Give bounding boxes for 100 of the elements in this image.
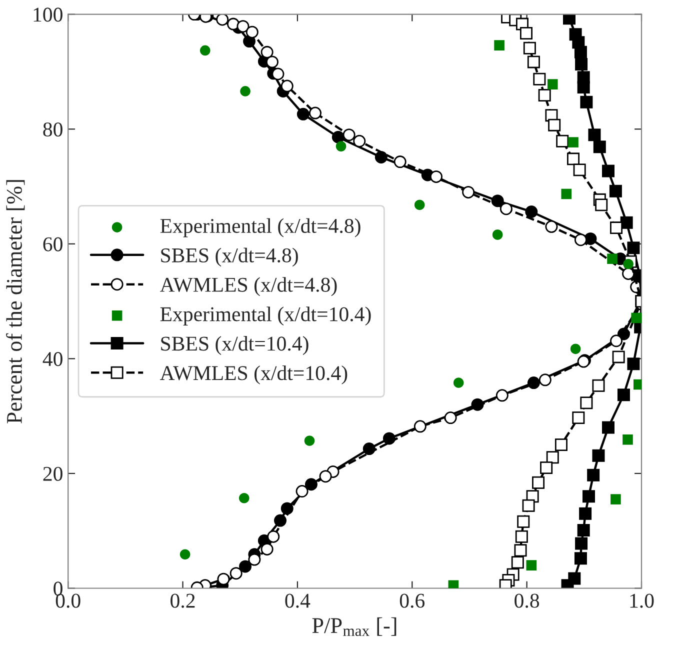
point: [610, 222, 623, 234]
point: [561, 188, 572, 200]
point: [556, 134, 569, 148]
point: [595, 198, 608, 212]
point: [492, 230, 503, 240]
point: [200, 45, 210, 56]
point: [554, 438, 568, 452]
point: [592, 449, 605, 462]
point: [414, 420, 426, 433]
point: [496, 389, 508, 402]
point: [627, 358, 640, 370]
point: [548, 118, 561, 132]
point: [620, 216, 633, 229]
point: [494, 40, 504, 50]
point: [631, 312, 642, 324]
point: [523, 42, 536, 54]
point: [236, 20, 250, 33]
point: [246, 26, 258, 38]
point: [527, 56, 540, 68]
y-axis-title: Percent of the diameter [%]: [6, 180, 25, 424]
point: [238, 492, 250, 504]
point: [394, 156, 406, 168]
point: [580, 96, 593, 108]
x-tick-label: 0.4: [285, 594, 310, 608]
point: [580, 396, 593, 410]
point: [579, 507, 592, 520]
point: [520, 26, 532, 40]
x-tick-label: 0.8: [514, 594, 540, 608]
point: [216, 14, 229, 26]
point: [296, 108, 310, 120]
point: [574, 46, 587, 58]
point: [610, 494, 621, 504]
y-tick-label: 0: [54, 582, 62, 596]
point: [453, 378, 464, 388]
point: [336, 141, 346, 152]
y-tick-label: 60: [43, 237, 62, 252]
point: [572, 412, 585, 424]
point: [522, 499, 535, 512]
y-tick-label: 20: [43, 466, 62, 481]
point: [609, 184, 622, 198]
y-tick-label: 80: [43, 122, 62, 137]
point: [602, 421, 614, 434]
point: [546, 451, 559, 464]
point: [266, 56, 278, 68]
legend-label: AWMLES (x/dt=4.8): [160, 277, 337, 296]
point: [353, 134, 366, 148]
point: [532, 476, 545, 489]
point: [627, 242, 640, 254]
point: [592, 379, 605, 392]
x-tick-label: 0.2: [170, 594, 195, 608]
point: [574, 234, 587, 246]
point: [588, 128, 601, 142]
point: [593, 140, 606, 154]
point: [514, 544, 527, 557]
point: [230, 567, 242, 580]
point: [577, 524, 590, 537]
legend-label: Experimental (x/dt=10.4): [160, 306, 371, 326]
point: [545, 220, 558, 233]
point: [342, 128, 356, 142]
point: [272, 68, 284, 80]
point: [511, 556, 524, 569]
point: [515, 530, 528, 543]
x-tick-label: 0.0: [56, 594, 80, 608]
legend-label: AWMLES (x/dt=10.4): [160, 365, 348, 384]
point: [574, 552, 587, 565]
point: [538, 88, 551, 102]
point: [568, 137, 578, 148]
point: [575, 58, 588, 70]
point: [414, 200, 425, 210]
point: [217, 572, 230, 586]
point: [570, 344, 581, 354]
point: [538, 374, 552, 386]
point: [563, 14, 576, 25]
point: [587, 468, 600, 482]
point: [304, 436, 315, 446]
point: [612, 350, 625, 364]
point: [602, 164, 614, 178]
point: [260, 46, 274, 58]
point: [607, 254, 618, 264]
point: [240, 86, 250, 96]
y-tick-label: 100: [34, 8, 62, 22]
y-tick-label: 40: [42, 352, 62, 366]
point: [525, 205, 538, 218]
legend-label: SBES (x/dt=4.8): [161, 248, 298, 267]
point: [582, 490, 595, 503]
point: [577, 80, 590, 94]
x-tick-label: 1.0: [630, 594, 654, 608]
point: [260, 542, 274, 556]
point: [622, 434, 633, 445]
point: [540, 461, 553, 474]
point: [623, 258, 634, 270]
point: [610, 334, 623, 348]
point: [248, 553, 261, 566]
point: [296, 485, 308, 498]
legend-label: SBES (x/dt=10.4): [161, 336, 308, 355]
legend-label: Experimental (x/dt=4.8): [160, 218, 360, 238]
point: [575, 537, 588, 550]
point: [462, 186, 475, 198]
point: [430, 170, 442, 183]
point: [500, 202, 512, 216]
